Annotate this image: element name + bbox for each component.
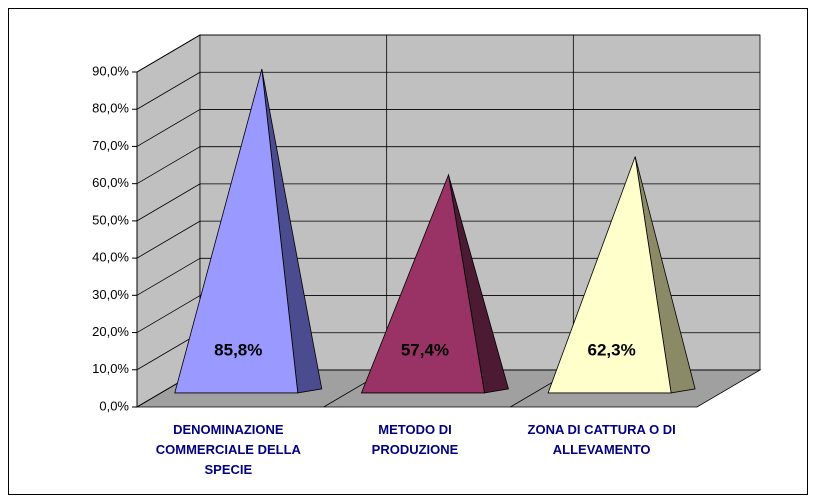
x-tick-label: ZONA DI CATTURA O DI ALLEVAMENTO xyxy=(527,422,676,457)
grid-line xyxy=(136,295,201,333)
grid-line xyxy=(136,220,201,259)
y-tick-label: 10,0% xyxy=(92,361,129,376)
x-tick-label: METODO DI PRODUZIONE xyxy=(371,422,459,457)
y-tick-label: 20,0% xyxy=(92,324,129,339)
pyramid xyxy=(547,156,672,394)
y-tick-label: 80,0% xyxy=(92,101,129,116)
data-label: 57,4% xyxy=(401,340,449,359)
y-tick-label: 30,0% xyxy=(92,287,129,302)
data-label: 85,8% xyxy=(214,340,262,359)
y-tick-label: 60,0% xyxy=(92,175,129,190)
y-tick-label: 70,0% xyxy=(92,138,129,153)
grid-line xyxy=(136,146,201,185)
grid-line xyxy=(136,34,201,73)
data-label: 62,3% xyxy=(588,340,636,359)
grid-line xyxy=(136,71,201,110)
y-tick-label: 90,0% xyxy=(92,63,129,78)
pyramid xyxy=(360,173,485,394)
grid-line xyxy=(136,109,201,147)
grid-line xyxy=(136,257,201,296)
x-tick-label: DENOMINAZIONE COMMERCIALE DELLA SPECIE xyxy=(155,422,301,477)
grid-line xyxy=(136,183,201,222)
y-tick-label: 0,0% xyxy=(99,398,129,413)
y-tick-label: 50,0% xyxy=(92,212,129,227)
pyramid xyxy=(174,69,299,394)
y-tick-label: 40,0% xyxy=(92,250,129,265)
